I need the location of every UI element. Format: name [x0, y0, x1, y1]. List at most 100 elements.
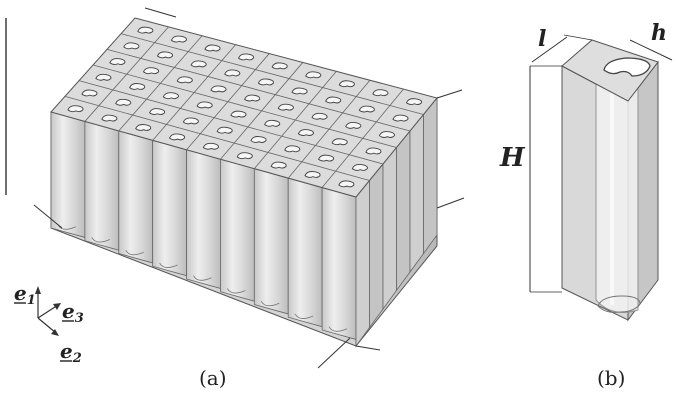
top-hole	[331, 138, 348, 146]
front-column	[253, 168, 289, 315]
top-hole	[317, 154, 335, 162]
top-grid-line	[92, 64, 397, 148]
column-base-arc	[91, 237, 110, 243]
top-hole	[224, 69, 241, 77]
top-hole	[297, 129, 314, 136]
top-grid-line	[120, 33, 424, 115]
top-grid-line	[78, 80, 384, 165]
top-hole	[135, 124, 152, 131]
front-column	[287, 177, 323, 328]
top-hole	[250, 136, 267, 143]
column-base-arc	[328, 326, 348, 332]
front-columns	[50, 111, 357, 340]
axis-e3-arrow	[37, 304, 59, 319]
top-hole	[284, 145, 301, 153]
column-base-arc	[260, 301, 280, 307]
top-hole	[81, 89, 98, 97]
top-hole	[358, 105, 375, 113]
dim-H-label: H	[499, 143, 526, 173]
dim-l-line	[531, 36, 568, 63]
top-hole	[170, 35, 187, 43]
top-hole	[304, 171, 321, 178]
side-column	[396, 129, 411, 292]
guide-line-left	[33, 204, 63, 229]
top-hole	[95, 73, 112, 81]
dim-l-ext2	[563, 34, 593, 41]
side-column	[382, 146, 397, 311]
top-hole	[129, 83, 146, 90]
axis-e2-head	[51, 329, 59, 336]
guide-line-bottom-right	[355, 345, 381, 351]
column-base-arc	[227, 288, 246, 294]
top-hole	[365, 147, 382, 155]
top-hole	[182, 117, 199, 125]
top-hole	[277, 103, 294, 111]
top-hole	[305, 71, 322, 79]
axis-e1-head	[35, 286, 41, 294]
top-hole	[271, 62, 288, 70]
top-hole	[202, 142, 219, 150]
top-hole	[236, 152, 253, 160]
side-columns	[355, 96, 438, 348]
front-column	[118, 130, 154, 264]
cell-top-hole	[603, 57, 651, 77]
axis-e2-label: e2	[60, 339, 82, 366]
top-grid	[64, 26, 424, 188]
top-hole	[216, 126, 233, 134]
top-hole	[311, 112, 328, 120]
axis-e3-label: e3	[62, 299, 84, 326]
guide-line-top	[144, 7, 177, 18]
guide-line-right-bottom	[436, 197, 465, 209]
top-hole	[264, 119, 281, 127]
front-column	[84, 120, 120, 251]
lattice-block	[33, 7, 465, 369]
front-column	[152, 139, 187, 277]
front-column	[50, 111, 86, 238]
top-hole	[109, 58, 126, 65]
column-base-arc	[159, 262, 178, 268]
front-column	[321, 187, 357, 340]
top-hole	[168, 133, 186, 141]
top-hole	[230, 110, 247, 118]
top-holes	[67, 26, 423, 188]
top-hole	[378, 131, 395, 138]
axis-e2-arrow	[37, 317, 57, 334]
top-hole	[148, 108, 166, 116]
top-hole	[196, 101, 213, 109]
side-column	[409, 113, 424, 274]
side-column	[423, 96, 438, 255]
top-hole	[325, 96, 342, 104]
top-hole	[270, 161, 287, 169]
column-base-arc	[193, 275, 212, 281]
top-hole	[237, 53, 255, 61]
dim-h-label: h	[651, 20, 667, 46]
top-hole	[156, 51, 174, 59]
top-hole	[392, 114, 409, 122]
top-hole	[137, 26, 154, 34]
front-column	[186, 149, 221, 289]
top-hole	[204, 44, 221, 52]
axes-triad: e1 e3 e2	[14, 281, 84, 366]
top-hole	[67, 105, 84, 113]
top-grid-line	[64, 95, 370, 181]
top-hole	[190, 60, 207, 68]
top-hole	[405, 98, 423, 106]
front-column	[220, 158, 255, 302]
caption-a: (a)	[199, 366, 227, 390]
axis-e3-head	[53, 303, 61, 310]
top-hole	[338, 80, 355, 88]
side-column	[355, 179, 370, 348]
top-hole	[338, 180, 355, 188]
top-hole	[115, 98, 132, 106]
top-hole	[372, 89, 389, 97]
unit-cell: l h H	[499, 20, 673, 322]
top-hole	[176, 76, 193, 84]
cell-bottom-hole	[597, 295, 641, 313]
caption-b: (b)	[597, 366, 625, 390]
side-column	[369, 162, 384, 329]
top-grid-line	[106, 48, 411, 132]
top-hole	[142, 67, 160, 75]
top-hole	[291, 87, 308, 95]
top-hole	[210, 85, 227, 93]
